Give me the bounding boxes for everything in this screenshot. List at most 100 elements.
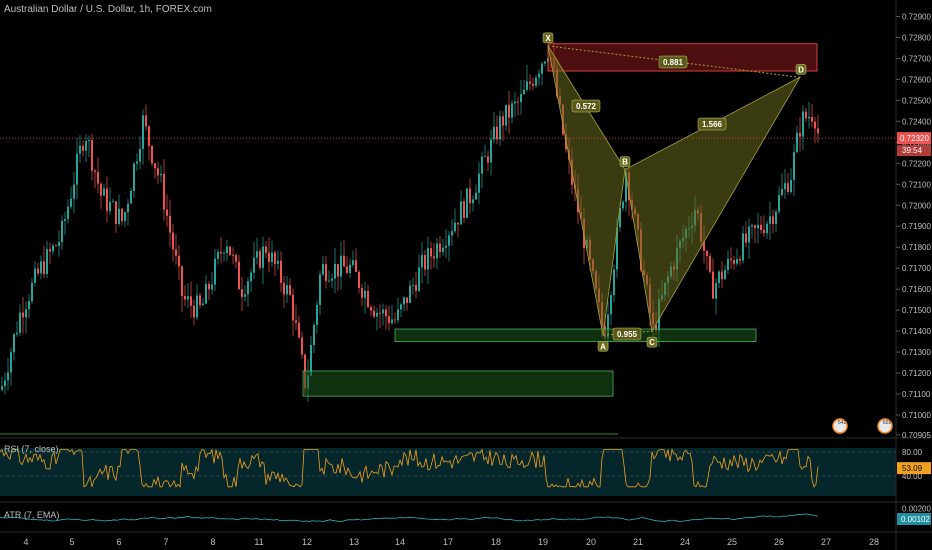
candle-body — [214, 258, 216, 285]
candle-body — [175, 249, 177, 256]
candle — [748, 218, 750, 260]
candle-body — [538, 73, 540, 78]
candle-body — [376, 312, 378, 317]
price-tick-label: 0.71000 — [902, 411, 931, 420]
candle-body — [808, 116, 810, 119]
candle — [31, 278, 33, 305]
candle-body — [373, 310, 375, 317]
time-axis-label: 14 — [395, 537, 405, 547]
candle-body — [616, 227, 618, 270]
candle — [817, 114, 819, 143]
candle — [337, 263, 339, 291]
rsi-value-badge — [897, 462, 931, 475]
candle — [298, 315, 300, 339]
candle-body — [76, 153, 78, 185]
candle-body — [166, 209, 168, 216]
candle-body — [529, 81, 531, 84]
candle-body — [352, 260, 354, 265]
candle-body — [508, 104, 510, 118]
candle-body — [787, 183, 789, 192]
candle-body — [268, 252, 270, 263]
candle — [775, 209, 777, 232]
price-tick-label: 0.72500 — [902, 96, 931, 105]
candle — [403, 296, 405, 312]
candle — [802, 105, 804, 150]
candle — [190, 281, 192, 318]
candle — [13, 332, 15, 361]
candle — [52, 243, 54, 256]
candle-body — [58, 242, 60, 246]
pattern-ratio-label: 1.566 — [702, 120, 723, 129]
candle — [271, 240, 273, 267]
candle-body — [148, 126, 150, 146]
candle-body — [277, 260, 279, 264]
candle-body — [247, 281, 249, 295]
candle-body — [73, 184, 75, 199]
time-axis-label: 13 — [349, 537, 359, 547]
candle — [106, 176, 108, 223]
candle — [103, 184, 105, 196]
pattern-point-marker — [619, 156, 631, 167]
event-badge-label: 602 — [883, 420, 892, 426]
price-tick-label: 0.71400 — [902, 327, 931, 336]
pattern-ratio-box — [697, 117, 727, 131]
candle-body — [469, 188, 471, 204]
candle — [778, 186, 780, 215]
candle — [73, 171, 75, 214]
candle — [613, 264, 615, 303]
candle — [259, 247, 261, 270]
candle — [97, 157, 99, 194]
candle — [424, 250, 426, 276]
candle — [781, 173, 783, 197]
candle — [463, 198, 465, 223]
candle — [520, 80, 522, 115]
time-axis-label: 5 — [69, 537, 74, 547]
candle-body — [397, 309, 399, 321]
candle-body — [757, 224, 759, 229]
pattern-point-marker — [646, 336, 658, 348]
candle — [310, 335, 312, 377]
candle-body — [772, 216, 774, 224]
candle — [319, 270, 321, 315]
candle — [295, 304, 297, 331]
candle — [46, 241, 48, 279]
candle — [34, 261, 36, 287]
candle — [415, 271, 417, 299]
candle-body — [805, 111, 807, 119]
candle-body — [436, 243, 438, 259]
candle-body — [781, 189, 783, 196]
candle-body — [490, 139, 492, 163]
candle-body — [709, 255, 711, 272]
candle-body — [715, 282, 717, 299]
candle — [400, 302, 402, 317]
candle — [457, 222, 459, 237]
candle-body — [730, 258, 732, 261]
candle — [70, 186, 72, 209]
candle-body — [415, 285, 417, 291]
candle — [493, 111, 495, 144]
candle-body — [1, 386, 3, 390]
candle — [238, 255, 240, 290]
candle — [169, 199, 171, 248]
candle-body — [46, 249, 48, 275]
candle-body — [127, 203, 129, 213]
time-axis-label: 8 — [210, 537, 215, 547]
candle-body — [331, 278, 333, 281]
demand-zone — [394, 328, 757, 343]
candle — [145, 104, 147, 131]
candle-body — [733, 260, 735, 264]
candle — [409, 280, 411, 304]
candle-body — [115, 201, 117, 224]
candle-body — [136, 161, 138, 164]
candle-body — [472, 199, 474, 204]
price-tick-label: 0.71500 — [902, 306, 931, 315]
candle — [292, 288, 294, 336]
candle-body — [520, 94, 522, 102]
candle-body — [763, 230, 765, 234]
candle — [529, 74, 531, 90]
candle-body — [799, 132, 801, 137]
price-tick-label: 0.70905 — [902, 431, 931, 440]
candle — [127, 198, 129, 226]
candle — [112, 198, 114, 203]
